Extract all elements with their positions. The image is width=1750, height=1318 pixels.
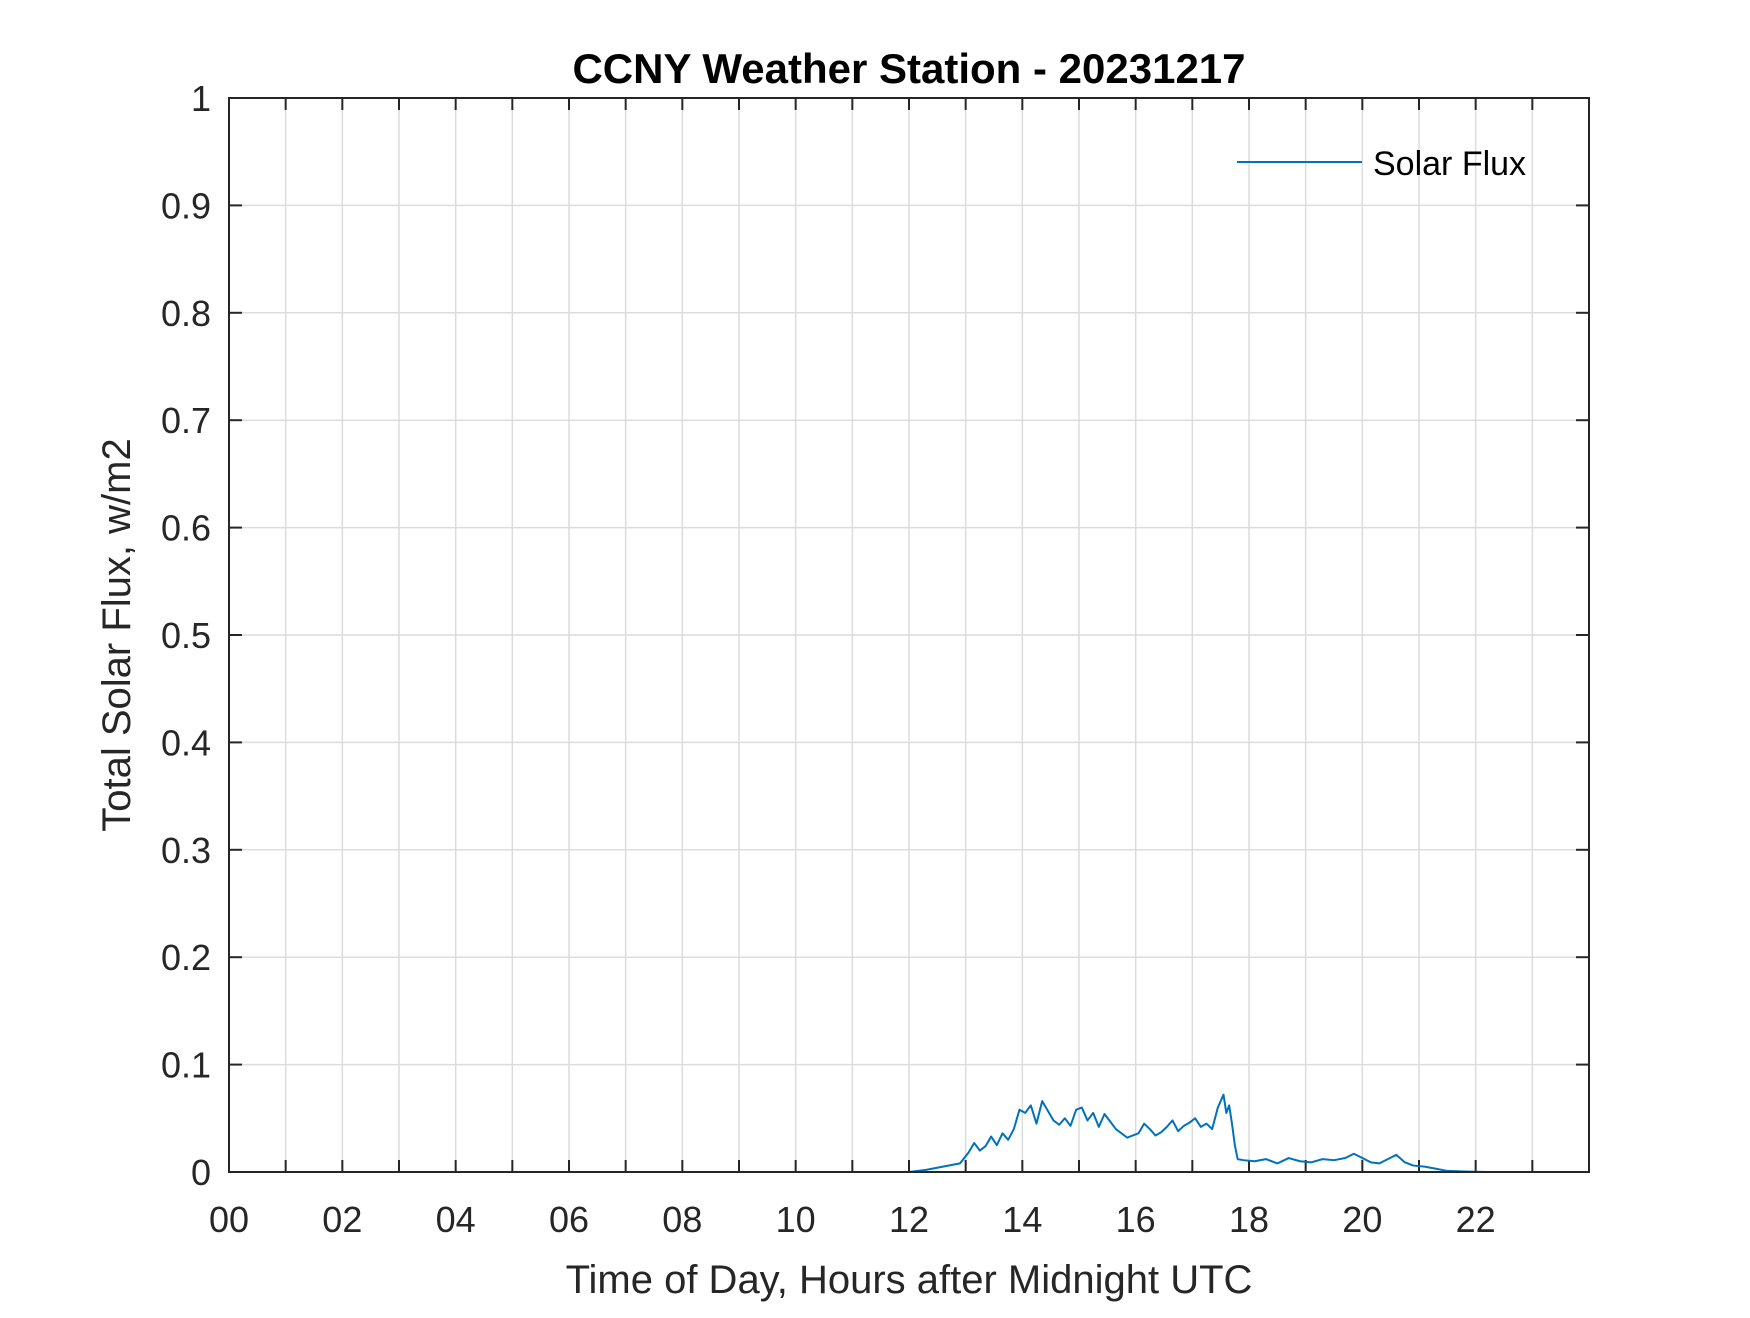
x-tick-label: 18 bbox=[1229, 1199, 1269, 1240]
x-tick-label: 22 bbox=[1456, 1199, 1496, 1240]
x-tick-label: 06 bbox=[549, 1199, 589, 1240]
y-tick-label: 0.8 bbox=[161, 293, 211, 334]
y-tick-label: 0.2 bbox=[161, 937, 211, 978]
y-tick-label: 0 bbox=[191, 1152, 211, 1193]
series-line-solar-flux bbox=[229, 1093, 1589, 1173]
x-tick-labels: 00 02 04 06 08 10 12 14 16 18 20 22 bbox=[209, 1199, 1496, 1240]
legend: Solar Flux bbox=[1237, 145, 1526, 183]
x-tick-label: 00 bbox=[209, 1199, 249, 1240]
y-tick-label: 0.4 bbox=[161, 722, 211, 763]
grid-lines bbox=[229, 98, 1589, 1172]
x-tick-label: 20 bbox=[1342, 1199, 1382, 1240]
x-tick-label: 04 bbox=[436, 1199, 476, 1240]
x-axis-label: Time of Day, Hours after Midnight UTC bbox=[566, 1258, 1253, 1302]
x-tick-label: 02 bbox=[322, 1199, 362, 1240]
series-layer bbox=[229, 1093, 1589, 1173]
y-tick-label: 0.5 bbox=[161, 615, 211, 656]
chart-title: CCNY Weather Station - 20231217 bbox=[572, 45, 1245, 92]
axis-ticks bbox=[229, 97, 1589, 1173]
y-tick-label: 0.6 bbox=[161, 508, 211, 549]
y-tick-labels: 0 0.1 0.2 0.3 0.4 0.5 0.6 0.7 0.8 0.9 1 bbox=[161, 78, 211, 1193]
y-tick-label: 1 bbox=[191, 78, 211, 119]
x-tick-label: 14 bbox=[1002, 1199, 1042, 1240]
y-tick-label: 0.1 bbox=[161, 1045, 211, 1086]
x-tick-label: 16 bbox=[1116, 1199, 1156, 1240]
y-tick-label: 0.7 bbox=[161, 400, 211, 441]
x-tick-label: 08 bbox=[662, 1199, 702, 1240]
y-axis-label: Total Solar Flux, w/m2 bbox=[95, 438, 139, 831]
x-tick-label: 10 bbox=[776, 1199, 816, 1240]
y-tick-label: 0.3 bbox=[161, 830, 211, 871]
legend-label-solar-flux: Solar Flux bbox=[1373, 145, 1526, 183]
x-tick-label: 12 bbox=[889, 1199, 929, 1240]
y-tick-label: 0.9 bbox=[161, 185, 211, 226]
plot-box bbox=[228, 97, 1590, 1173]
